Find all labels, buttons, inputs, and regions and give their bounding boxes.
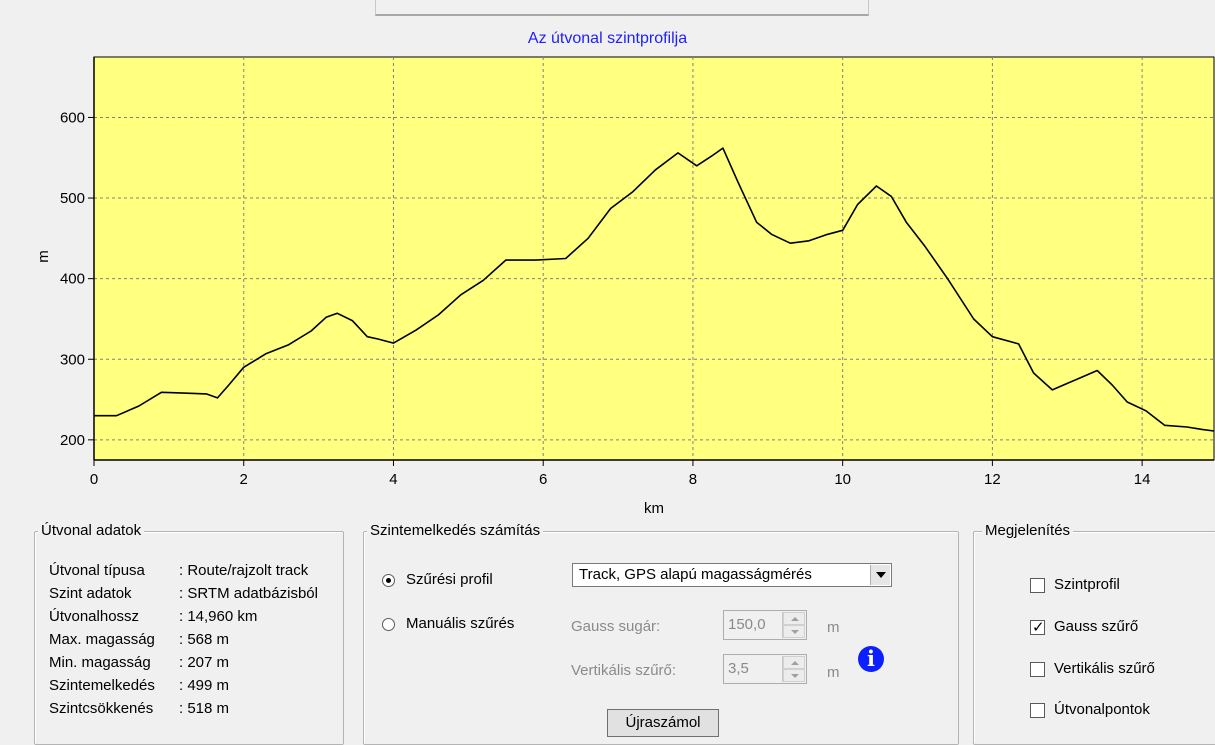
display-option-label[interactable]: Szintprofil <box>1054 576 1120 593</box>
route-data-label: Szint adatok <box>49 585 132 602</box>
x-tick-label: 6 <box>539 471 547 488</box>
manual-filter-label[interactable]: Manuális szűrés <box>406 615 515 632</box>
x-tick-label: 14 <box>1134 471 1151 488</box>
recalculate-button[interactable]: Újraszámol <box>607 709 719 737</box>
filter-profile-select-value: Track, GPS alapú magasságmérés <box>579 566 812 583</box>
gauss-radius-stepper[interactable]: 150,0 <box>723 610 807 640</box>
route-data-label: Útvonal típusa <box>49 562 145 579</box>
route-data-label: Max. magasság <box>49 631 155 648</box>
y-tick-label: 200 <box>60 432 85 449</box>
elevation-series-line <box>94 147 1215 432</box>
y-tick-label: 500 <box>60 190 85 207</box>
vertical-filter-stepper[interactable]: 3,5 <box>723 654 807 684</box>
route-data-value: : 518 m <box>179 700 230 717</box>
display-option-checkbox[interactable] <box>1030 618 1045 636</box>
route-data-label: Útvonalhossz <box>49 608 140 625</box>
elevation-calc-legend: Szintemelkedés számítás <box>367 522 544 539</box>
route-data-label: Szintcsökkenés <box>49 700 154 717</box>
top-tab-edge <box>375 0 869 16</box>
route-data-value: : 207 m <box>179 654 230 671</box>
chevron-down-icon[interactable] <box>870 565 890 585</box>
route-data-value: : SRTM adatbázisból <box>179 585 318 602</box>
display-option-checkbox[interactable] <box>1030 662 1045 677</box>
display-option-label[interactable]: Gauss szűrő <box>1054 618 1139 635</box>
filter-profile-label[interactable]: Szűrési profil <box>406 571 493 588</box>
x-tick-label: 2 <box>240 471 248 488</box>
x-tick-label: 12 <box>984 471 1001 488</box>
filter-profile-radio[interactable] <box>382 574 395 587</box>
display-legend: Megjelenítés <box>982 522 1074 539</box>
vertical-filter-spin-buttons <box>782 656 805 682</box>
vertical-filter-unit: m <box>827 664 840 681</box>
x-tick-label: 10 <box>834 471 851 488</box>
vertical-filter-label: Vertikális szűrő: <box>571 662 677 679</box>
gauss-radius-spin-buttons <box>782 612 805 638</box>
route-data-value: : Route/rajzolt track <box>179 562 309 579</box>
y-tick-label: 400 <box>60 271 85 288</box>
vertical-filter-value: 3,5 <box>728 660 749 677</box>
route-data-label: Min. magasság <box>49 654 151 671</box>
display-option-checkbox[interactable] <box>1030 703 1045 718</box>
manual-filter-radio[interactable] <box>382 618 395 631</box>
chart-title: Az útvonal szintprofilja <box>527 30 688 47</box>
spin-up-icon[interactable] <box>783 656 805 669</box>
gauss-radius-label: Gauss sugár: <box>571 618 661 635</box>
spin-up-icon[interactable] <box>783 612 805 625</box>
spin-down-icon[interactable] <box>783 625 805 638</box>
top-bar <box>0 0 1215 8</box>
elevation-calc-group: Szintemelkedés számítás Szűrési profil M… <box>363 522 959 745</box>
route-data-group: Útvonal adatok Útvonal típusa : Route/raj… <box>34 522 344 745</box>
route-data-value: : 568 m <box>179 631 230 648</box>
spin-down-icon[interactable] <box>783 669 805 682</box>
gauss-radius-unit: m <box>827 619 840 636</box>
y-tick-label: 600 <box>60 109 85 126</box>
info-icon[interactable]: i <box>858 646 884 672</box>
x-tick-label: 0 <box>90 471 98 488</box>
y-tick-label: 300 <box>60 351 85 368</box>
filter-profile-select[interactable]: Track, GPS alapú magasságmérés <box>572 563 892 587</box>
route-data-label: Szintemelkedés <box>49 677 155 694</box>
display-option-label[interactable]: Útvonalpontok <box>1054 701 1150 718</box>
gauss-radius-value: 150,0 <box>728 616 766 633</box>
plot-area <box>93 56 1215 461</box>
x-tick-label: 8 <box>689 471 697 488</box>
elevation-profile-chart: 0 2 4 6 8 10 12 14 200 300 400 500 600 km m <box>35 56 1215 517</box>
display-group: Megjelenítés Szintprofil Gauss szűrő Verti… <box>973 522 1215 745</box>
x-tick-label: 4 <box>389 471 397 488</box>
y-axis-label: m <box>35 250 52 263</box>
display-option-label[interactable]: Vertikális szűrő <box>1054 660 1155 677</box>
x-axis-label: km <box>644 500 664 517</box>
route-data-value: : 499 m <box>179 677 230 694</box>
route-data-value: : 14,960 km <box>179 608 258 625</box>
display-option-checkbox[interactable] <box>1030 578 1045 593</box>
route-data-legend: Útvonal adatok <box>38 522 145 539</box>
